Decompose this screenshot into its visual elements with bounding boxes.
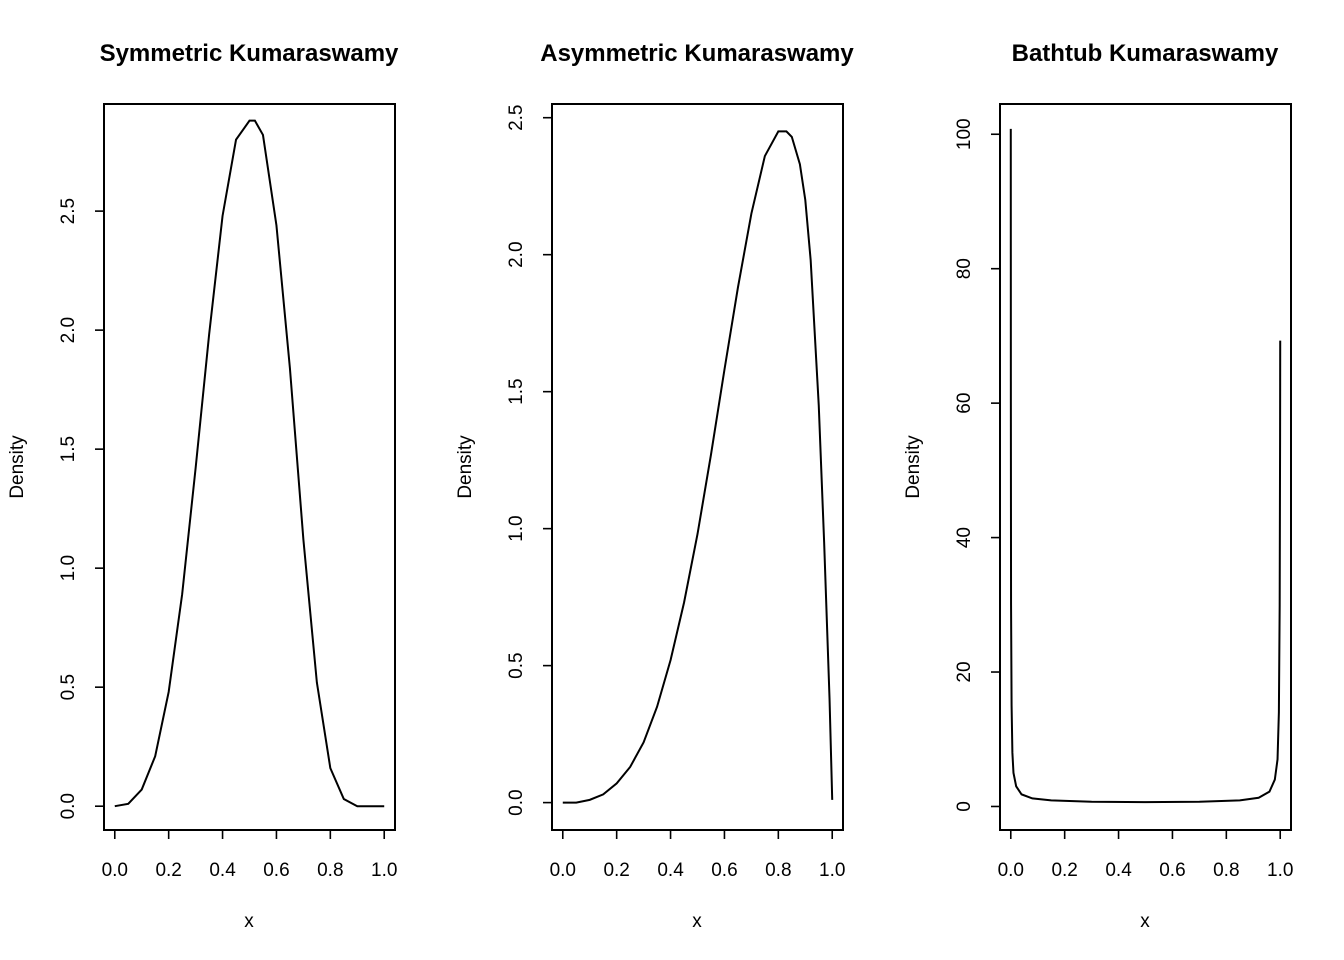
y-tick-label: 2.5 <box>506 104 527 130</box>
bathtub-panel: Bathtub Kumaraswamy x Density 0.0 0.2 0.4 0… <box>903 40 1293 932</box>
x-axis-label: x <box>244 911 254 932</box>
density-curve <box>1009 128 1282 804</box>
y-tick-label: 0.0 <box>58 793 79 819</box>
x-tick-label: 0.2 <box>1051 860 1077 881</box>
x-ticks: 0.0 0.2 0.4 0.6 0.8 1.0 <box>102 829 397 881</box>
x-tick-label: 1.0 <box>819 860 845 881</box>
x-tick-label: 0.8 <box>765 860 791 881</box>
y-tick-label: 80 <box>954 258 975 279</box>
x-tick-label: 1.0 <box>371 860 397 881</box>
panel-title: Asymmetric Kumaraswamy <box>540 40 854 67</box>
y-axis-label: Density <box>455 435 476 499</box>
y-tick-label: 1.5 <box>58 436 79 462</box>
x-tick-label: 0.4 <box>1105 860 1132 881</box>
x-tick-label: 0.4 <box>657 860 684 881</box>
x-tick-label: 0.6 <box>711 860 737 881</box>
panel-title: Bathtub Kumaraswamy <box>1012 40 1279 67</box>
y-tick-label: 1.0 <box>58 555 79 581</box>
y-tick-label: 0 <box>954 801 975 812</box>
y-tick-label: 0.5 <box>506 652 527 678</box>
x-tick-label: 1.0 <box>1267 860 1293 881</box>
x-tick-label: 0.0 <box>998 860 1024 881</box>
y-tick-label: 0.0 <box>506 789 527 815</box>
x-tick-label: 0.2 <box>155 860 181 881</box>
y-ticks: 0.0 0.5 1.0 1.5 2.0 2.5 <box>58 198 105 819</box>
asymmetric-panel: Asymmetric Kumaraswamy x Density 0.0 0.2 0… <box>455 40 854 932</box>
x-tick-label: 0.6 <box>263 860 289 881</box>
y-ticks: 0.0 0.5 1.0 1.5 2.0 2.5 <box>506 104 553 816</box>
y-tick-label: 2.0 <box>506 241 527 267</box>
y-tick-label: 1.0 <box>506 515 527 541</box>
y-axis-label: Density <box>903 435 924 499</box>
x-ticks: 0.0 0.2 0.4 0.6 0.8 1.0 <box>550 829 845 881</box>
symmetric-panel: Symmetric Kumaraswamy x Density 0.0 0.2 0.… <box>7 40 399 932</box>
x-tick-label: 0.4 <box>209 860 236 881</box>
y-tick-label: 40 <box>954 527 975 548</box>
density-curve <box>562 130 834 804</box>
y-tick-label: 60 <box>954 393 975 414</box>
y-ticks: 0 20 40 60 80 100 <box>954 118 1001 812</box>
density-curve <box>114 119 385 808</box>
plot-frame <box>551 103 844 831</box>
y-tick-label: 1.5 <box>506 378 527 404</box>
x-ticks: 0.0 0.2 0.4 0.6 0.8 1.0 <box>998 829 1293 881</box>
y-tick-label: 0.5 <box>58 674 79 700</box>
panel-title: Symmetric Kumaraswamy <box>100 40 399 67</box>
plot-frame <box>103 103 396 831</box>
x-tick-label: 0.8 <box>317 860 343 881</box>
y-tick-label: 2.0 <box>58 317 79 343</box>
x-axis-label: x <box>1140 911 1150 932</box>
x-axis-label: x <box>692 911 702 932</box>
x-tick-label: 0.6 <box>1159 860 1185 881</box>
x-tick-label: 0.0 <box>550 860 576 881</box>
plot-frame <box>999 103 1292 831</box>
x-tick-label: 0.0 <box>102 860 128 881</box>
y-tick-label: 100 <box>954 118 975 150</box>
y-tick-label: 20 <box>954 661 975 682</box>
x-tick-label: 0.8 <box>1213 860 1239 881</box>
y-tick-label: 2.5 <box>58 198 79 224</box>
x-tick-label: 0.2 <box>603 860 629 881</box>
y-axis-label: Density <box>7 435 28 499</box>
